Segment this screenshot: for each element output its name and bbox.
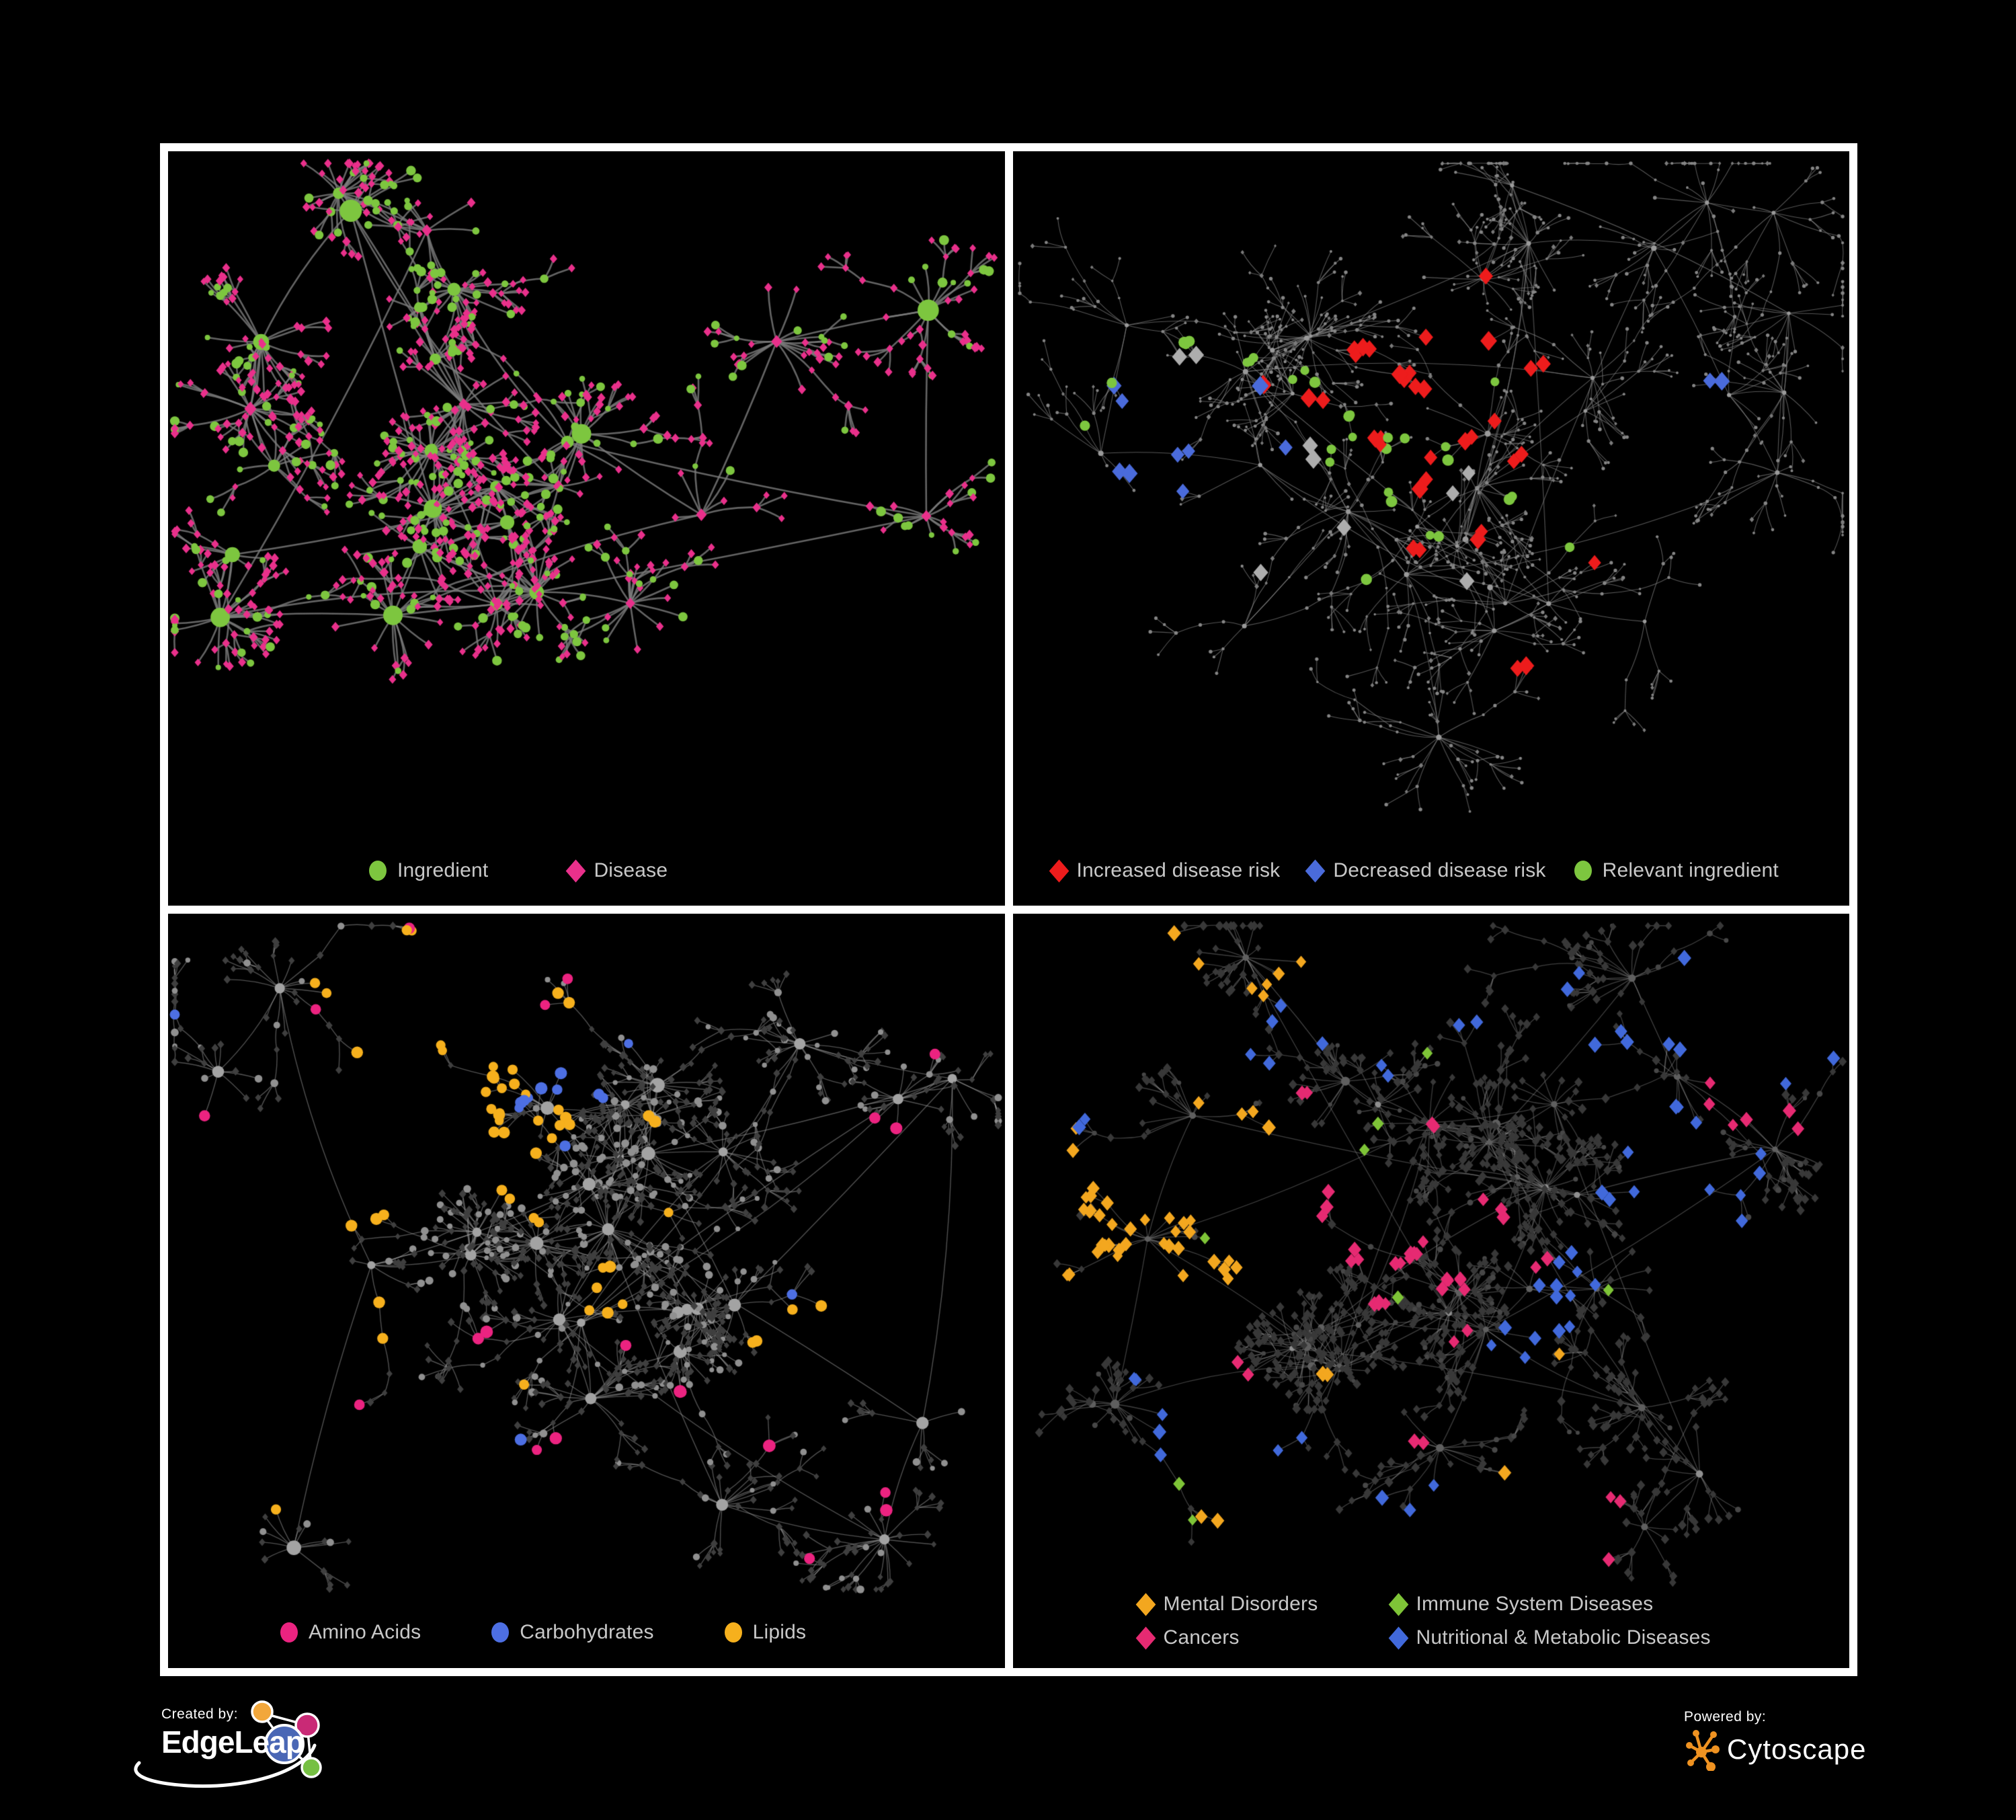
created-by-block: Created by: EdgeLeap [134, 1700, 390, 1797]
diamond-marker-icon [1135, 1626, 1156, 1650]
legend-label: Decreased disease risk [1333, 859, 1546, 881]
legend-label: Amino Acids [309, 1621, 421, 1643]
diamond-marker-icon [1049, 859, 1069, 883]
legend-label: Ingredient [397, 859, 489, 881]
legend-label: Carbohydrates [520, 1621, 654, 1643]
legend-disease-categories: Mental Disorders Immune System Diseases Ca… [1135, 1591, 1711, 1651]
network-canvas-disease-risk [1012, 151, 1849, 906]
legend-item-cancers: Cancers [1135, 1626, 1392, 1650]
panel-ingredient-disease: Ingredient Disease [168, 151, 1005, 906]
circle-marker-icon [280, 1622, 298, 1643]
panel-grid-frame: Ingredient Disease Increased disease risk… [160, 143, 1857, 1676]
created-by-label: Created by: [161, 1706, 239, 1722]
legend-item-relevant-ingredient: Relevant ingredient [1574, 859, 1779, 882]
legend-item-amino-acids: Amino Acids [280, 1621, 421, 1644]
diamond-marker-icon [1305, 859, 1326, 883]
legend-label: Nutritional & Metabolic Diseases [1416, 1626, 1711, 1649]
network-canvas-ingredient-disease [168, 151, 1005, 906]
legend-label: Cancers [1163, 1626, 1240, 1649]
legend-item-carbohydrates: Carbohydrates [491, 1621, 653, 1644]
legend-label: Increased disease risk [1076, 859, 1281, 881]
legend-item-immune-system-diseases: Immune System Diseases [1388, 1592, 1711, 1616]
edgeleap-brand: EdgeLeap [161, 1725, 305, 1759]
circle-marker-icon [491, 1622, 510, 1643]
legend-item-disease: Disease [566, 859, 668, 883]
legend-disease-risk: Increased disease risk Decreased disease … [1049, 856, 1779, 885]
diamond-marker-icon [1135, 1592, 1156, 1616]
panel-nutrient-classes: Amino Acids Carbohydrates Lipids [168, 914, 1005, 1668]
powered-by-block: Powered by: [1684, 1709, 1866, 1771]
legend-item-ingredient: Ingredient [369, 859, 488, 882]
legend-item-nutritional-metabolic-diseases: Nutritional & Metabolic Diseases [1388, 1626, 1711, 1650]
legend-label: Lipids [752, 1621, 807, 1643]
cytoscape-brand: Cytoscape [1727, 1733, 1867, 1765]
diamond-marker-icon [1388, 1592, 1408, 1616]
diamond-marker-icon [566, 859, 586, 883]
network-canvas-disease-categories [1012, 914, 1849, 1668]
legend-label: Immune System Diseases [1416, 1593, 1654, 1615]
panel-disease-risk: Increased disease risk Decreased disease … [1012, 151, 1849, 906]
legend-item-decreased-disease-risk: Decreased disease risk [1305, 859, 1546, 883]
network-canvas-nutrient-classes [168, 914, 1005, 1668]
powered-by-label: Powered by: [1684, 1709, 1767, 1725]
legend-label: Disease [594, 859, 668, 881]
edgeleap-network-logo-icon [134, 1700, 322, 1788]
legend-item-increased-disease-risk: Increased disease risk [1049, 859, 1281, 883]
diamond-marker-icon [1388, 1626, 1408, 1650]
panel-disease-categories: Mental Disorders Immune System Diseases Ca… [1012, 914, 1849, 1668]
legend-label: Relevant ingredient [1602, 859, 1779, 881]
legend-item-mental-disorders: Mental Disorders [1135, 1592, 1392, 1616]
legend-item-lipids: Lipids [724, 1621, 807, 1644]
legend-ingredient-disease: Ingredient Disease [369, 856, 668, 885]
circle-marker-icon [1574, 861, 1592, 881]
circle-marker-icon [724, 1622, 742, 1643]
circle-marker-icon [369, 861, 387, 881]
cytoscape-logo-icon [1686, 1730, 1720, 1771]
legend-nutrient-classes: Amino Acids Carbohydrates Lipids [280, 1618, 806, 1647]
legend-label: Mental Disorders [1163, 1593, 1318, 1615]
